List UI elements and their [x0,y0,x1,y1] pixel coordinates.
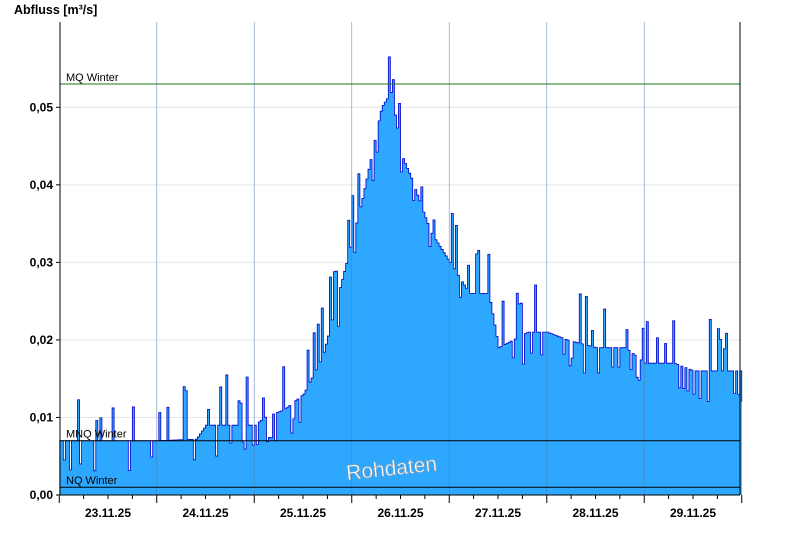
reference-line-label: MQ Winter [66,72,119,84]
y-tick-label: 0,00 [30,488,54,502]
y-tick-label: 0,04 [30,178,54,192]
y-tick-label: 0,03 [30,255,54,269]
x-tick-label: 28.11.25 [572,506,618,520]
axes-layer: 0,00 0,01 0,02 0,03 0,04 0,05 23.11.25 24.11.25… [30,22,743,520]
data-layer [59,56,743,496]
discharge-line [59,56,743,472]
y-tick-label: 0,05 [30,100,54,114]
y-tick-label: 0,01 [30,410,54,424]
x-tick-label: 25.11.25 [280,506,326,520]
x-tick-label: 27.11.25 [475,506,521,520]
reference-lines-layer: MQ Winter MNQ Winter NQ Winter [60,72,740,488]
reference-line-label: NQ Winter [66,475,118,487]
x-tick-label: 23.11.25 [85,506,131,520]
y-tick-label: 0,02 [30,333,54,347]
x-tick-label: 29.11.25 [670,506,716,520]
x-tick-label: 26.11.25 [377,506,423,520]
discharge-area [59,56,742,496]
y-axis-title: Abfluss [m³/s] [14,3,97,17]
x-tick-label: 24.11.25 [182,506,228,520]
reference-line-label: MNQ Winter [66,429,127,441]
